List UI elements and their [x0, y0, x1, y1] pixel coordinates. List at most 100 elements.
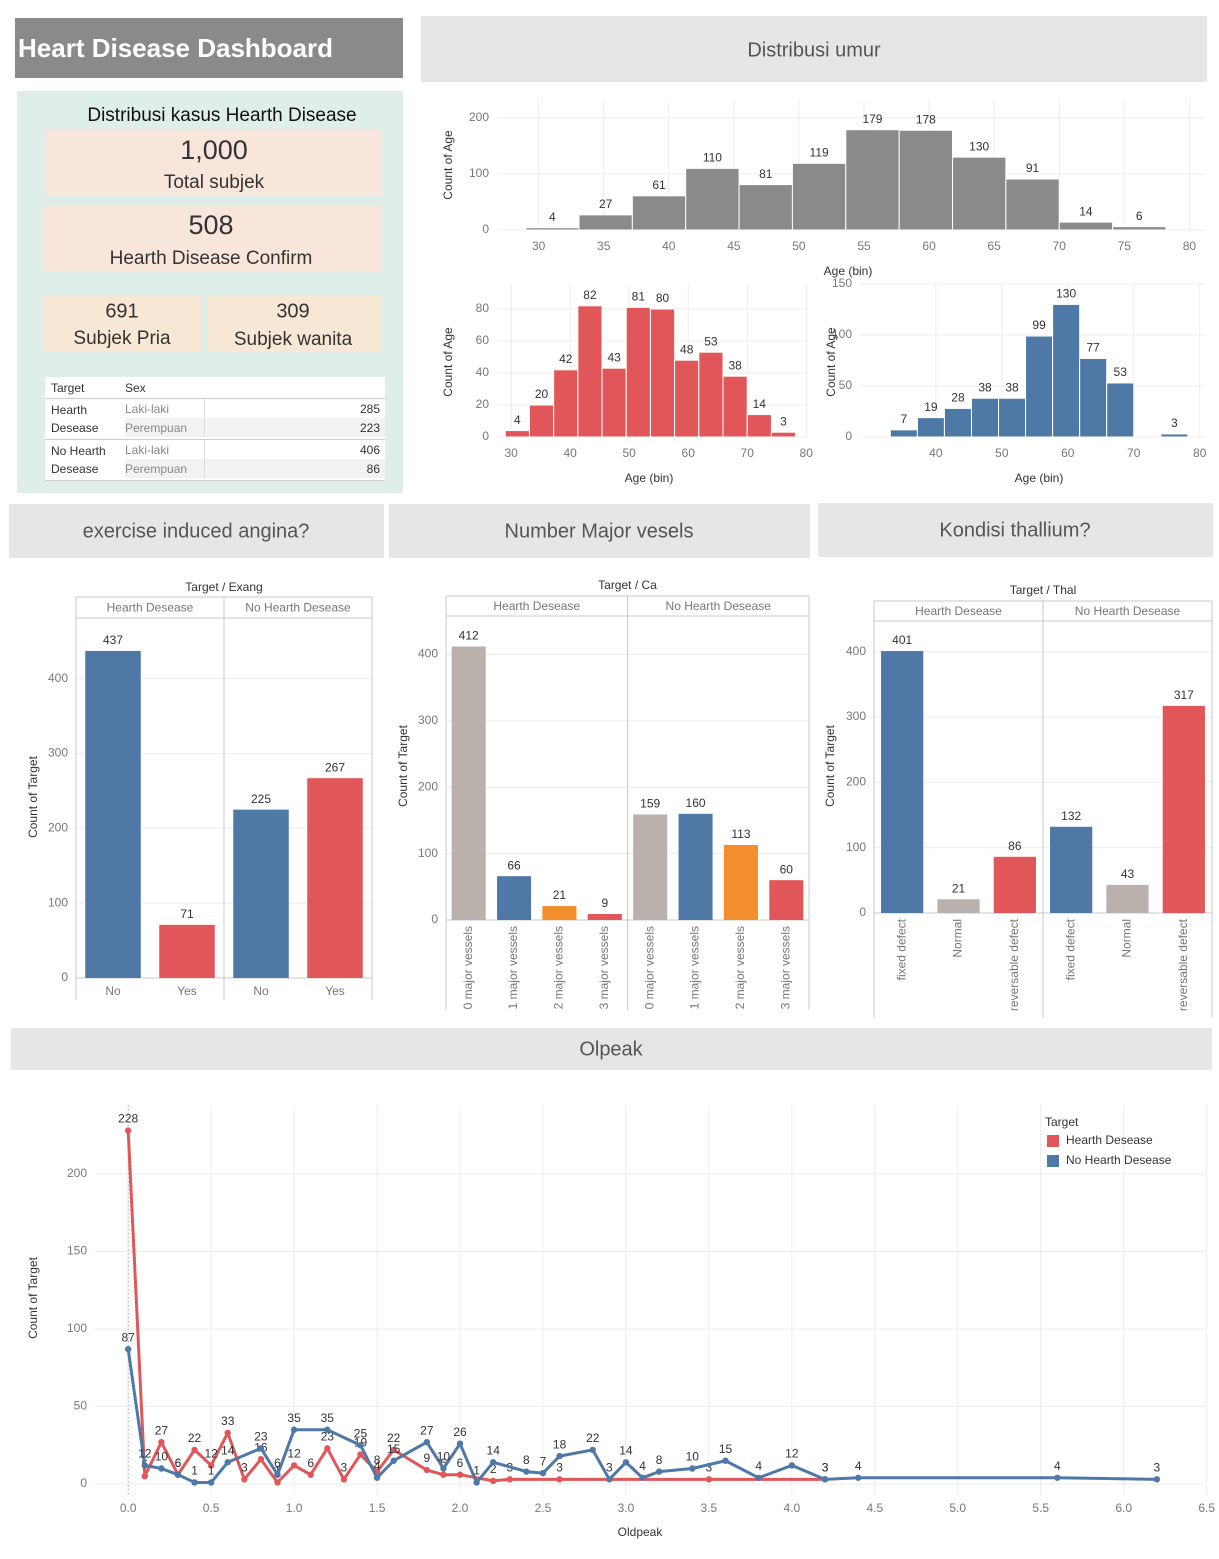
data-label: 412	[459, 629, 479, 643]
y-tick-label: 400	[48, 671, 68, 685]
x-tick-label: 30	[532, 239, 546, 253]
histogram-bar	[791, 162, 847, 231]
bar	[451, 646, 486, 920]
series-point	[324, 1426, 331, 1433]
table-header: Target Sex	[45, 377, 385, 399]
histogram-bar	[845, 129, 900, 231]
series-point	[124, 1345, 132, 1353]
kpi-card	[207, 296, 382, 352]
data-label: 77	[1087, 341, 1101, 355]
series-point	[340, 1476, 348, 1483]
data-label: 130	[1056, 287, 1076, 301]
x-axis-label: Oldpeak	[618, 1525, 664, 1539]
x-tick-label: 3.0	[618, 1501, 635, 1515]
sex-cell: Perempuan	[125, 459, 205, 478]
x-tick-label: Yes	[177, 984, 197, 998]
series-point	[855, 1474, 862, 1481]
x-tick-label: Normal	[1120, 919, 1134, 958]
bar	[769, 880, 804, 920]
x-tick-label: 50	[792, 239, 806, 253]
histogram-bar	[578, 214, 633, 231]
x-tick-label: 40	[662, 239, 676, 253]
legend-swatch	[1047, 1155, 1059, 1167]
y-axis-label: Count of Age	[824, 327, 838, 397]
data-label: 9	[423, 1451, 430, 1465]
facet-header: Hearth Desease	[915, 604, 1002, 618]
x-tick-label: 80	[800, 446, 814, 460]
series-point	[191, 1479, 198, 1486]
series-point	[141, 1473, 148, 1480]
data-label: 48	[680, 342, 694, 356]
x-tick-label: reversable defect	[1007, 918, 1021, 1011]
histogram-bar	[770, 431, 797, 438]
series-point	[390, 1446, 397, 1454]
y-axis-label: Count of Target	[26, 755, 40, 837]
table-group: Hearth Desease Laki-laki 285 Perempuan 223	[45, 399, 385, 440]
y-tick-label: 100	[469, 166, 489, 180]
data-label: 1	[208, 1464, 215, 1478]
data-label: 43	[607, 350, 621, 364]
data-label: 10	[686, 1450, 700, 1464]
data-label: 110	[703, 151, 722, 165]
x-tick-label: 6.0	[1115, 1501, 1132, 1515]
x-tick-label: 2 major vessels	[733, 926, 747, 1009]
x-tick-label: No	[253, 984, 269, 998]
data-label: 14	[1079, 204, 1093, 218]
x-tick-label: 0.0	[120, 1501, 137, 1515]
series-point	[722, 1457, 729, 1464]
data-label: 19	[924, 400, 938, 414]
y-axis-label: Count of Target	[26, 1256, 40, 1338]
data-label: 4	[374, 1459, 381, 1473]
y-tick-label: 0	[431, 912, 438, 926]
x-tick-label: 35	[597, 239, 611, 253]
data-label: 38	[978, 380, 992, 394]
x-tick-label: Yes	[325, 984, 345, 998]
data-label: 4	[755, 1459, 762, 1473]
count-cell: 86	[366, 461, 380, 476]
x-tick-label: 0.5	[203, 1501, 220, 1515]
facet-title: Target / Exang	[185, 580, 262, 594]
histogram-bar	[504, 430, 530, 438]
histogram-bar	[525, 227, 580, 231]
data-label: 86	[1008, 839, 1022, 853]
data-label: 437	[103, 633, 123, 647]
facet-title: Target / Thal	[1010, 583, 1076, 597]
x-tick-label: 70	[1053, 239, 1067, 253]
histogram-bar	[952, 156, 1007, 231]
section-title: Number Major vesels	[505, 520, 694, 542]
title-box	[15, 18, 403, 78]
x-axis-label: Age (bin)	[1015, 471, 1064, 485]
series-point	[257, 1455, 265, 1463]
series-point	[191, 1446, 198, 1454]
data-label: 178	[916, 112, 936, 126]
data-label: 12	[287, 1447, 301, 1461]
bar	[542, 906, 577, 920]
section-title: exercise induced angina?	[83, 520, 310, 542]
kpi-value: 691	[105, 300, 138, 322]
data-label: 8	[374, 1453, 381, 1467]
x-tick-label: 6.5	[1198, 1501, 1215, 1515]
series-point	[290, 1426, 298, 1433]
x-tick-label: 3 major vessels	[597, 926, 611, 1009]
table-row: Perempuan 86	[125, 459, 385, 478]
table-row: Laki-laki 406	[125, 440, 385, 459]
data-label: 27	[420, 1423, 434, 1437]
data-label: 18	[553, 1437, 567, 1451]
facet-header: Hearth Desease	[493, 599, 580, 613]
kpi-card	[44, 296, 201, 352]
data-label: 27	[599, 197, 613, 211]
data-label: 10	[155, 1450, 169, 1464]
y-axis-label: Count of Target	[396, 724, 410, 806]
histogram-bar	[889, 429, 918, 438]
y-tick-label: 0	[80, 1476, 87, 1490]
series-point	[788, 1462, 796, 1469]
data-label: 9	[601, 896, 608, 910]
facet-header: No Hearth Desease	[245, 601, 351, 615]
y-tick-label: 200	[469, 110, 489, 124]
series-point	[440, 1465, 447, 1472]
data-label: 42	[559, 352, 573, 366]
histogram-bar	[943, 407, 972, 438]
y-tick-label: 200	[67, 1166, 87, 1180]
data-label: 20	[535, 387, 549, 401]
